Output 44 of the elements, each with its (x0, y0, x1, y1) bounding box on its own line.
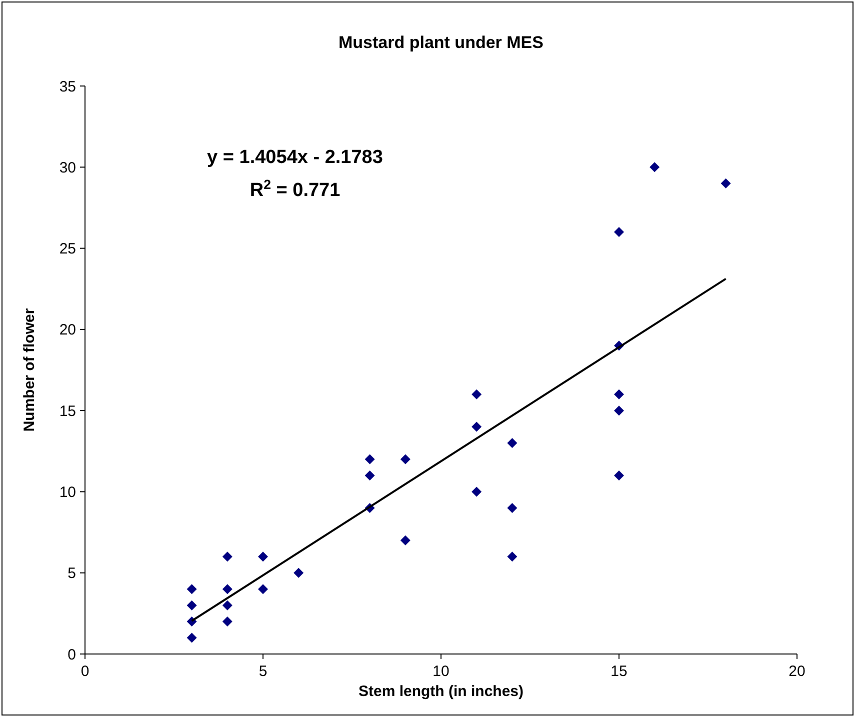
point (400, 454, 410, 464)
point (258, 584, 268, 594)
y-tick-label: 25 (59, 240, 76, 258)
point (614, 227, 624, 238)
point (186, 632, 197, 643)
point (472, 422, 482, 432)
y-axis-title: Number of flower (21, 308, 38, 432)
point (222, 616, 232, 627)
annotation: R$^{2}$ = 0.771 (250, 176, 341, 201)
x-tick-label: 5 (258, 663, 268, 680)
x-tick-label: 0 (80, 663, 90, 680)
point (294, 568, 304, 578)
y-tick-label: 15 (59, 402, 76, 420)
point (614, 406, 624, 416)
x-tick-label: 20 (788, 663, 806, 680)
point (186, 600, 197, 610)
point (472, 486, 482, 497)
point (364, 454, 375, 464)
point (222, 552, 232, 562)
y-tick-label: 5 (68, 565, 76, 582)
point (222, 600, 232, 610)
point (614, 470, 624, 480)
point (222, 584, 232, 594)
point (507, 438, 518, 448)
x-tick-label: 10 (432, 663, 450, 680)
x-axis-title: Stem length (in inches) (358, 683, 524, 700)
point (720, 178, 731, 188)
annotation: y = 1.4054x - 2.1783 (207, 147, 383, 168)
point (258, 552, 268, 562)
x-tick-label: 15 (610, 663, 628, 680)
y-tick-label: 35 (59, 78, 76, 96)
point (614, 389, 624, 400)
point (507, 502, 518, 513)
point (472, 389, 482, 400)
y-tick-label: 10 (59, 484, 76, 501)
point (364, 470, 375, 480)
y-tick-label: 20 (59, 322, 76, 339)
point (650, 162, 660, 172)
y-tick-label: 30 (59, 159, 76, 176)
point (400, 535, 410, 546)
y-tick-label: 0 (68, 646, 76, 664)
point (186, 584, 197, 594)
point (507, 552, 518, 562)
chart-title: Mustard plant under MES (338, 33, 544, 52)
